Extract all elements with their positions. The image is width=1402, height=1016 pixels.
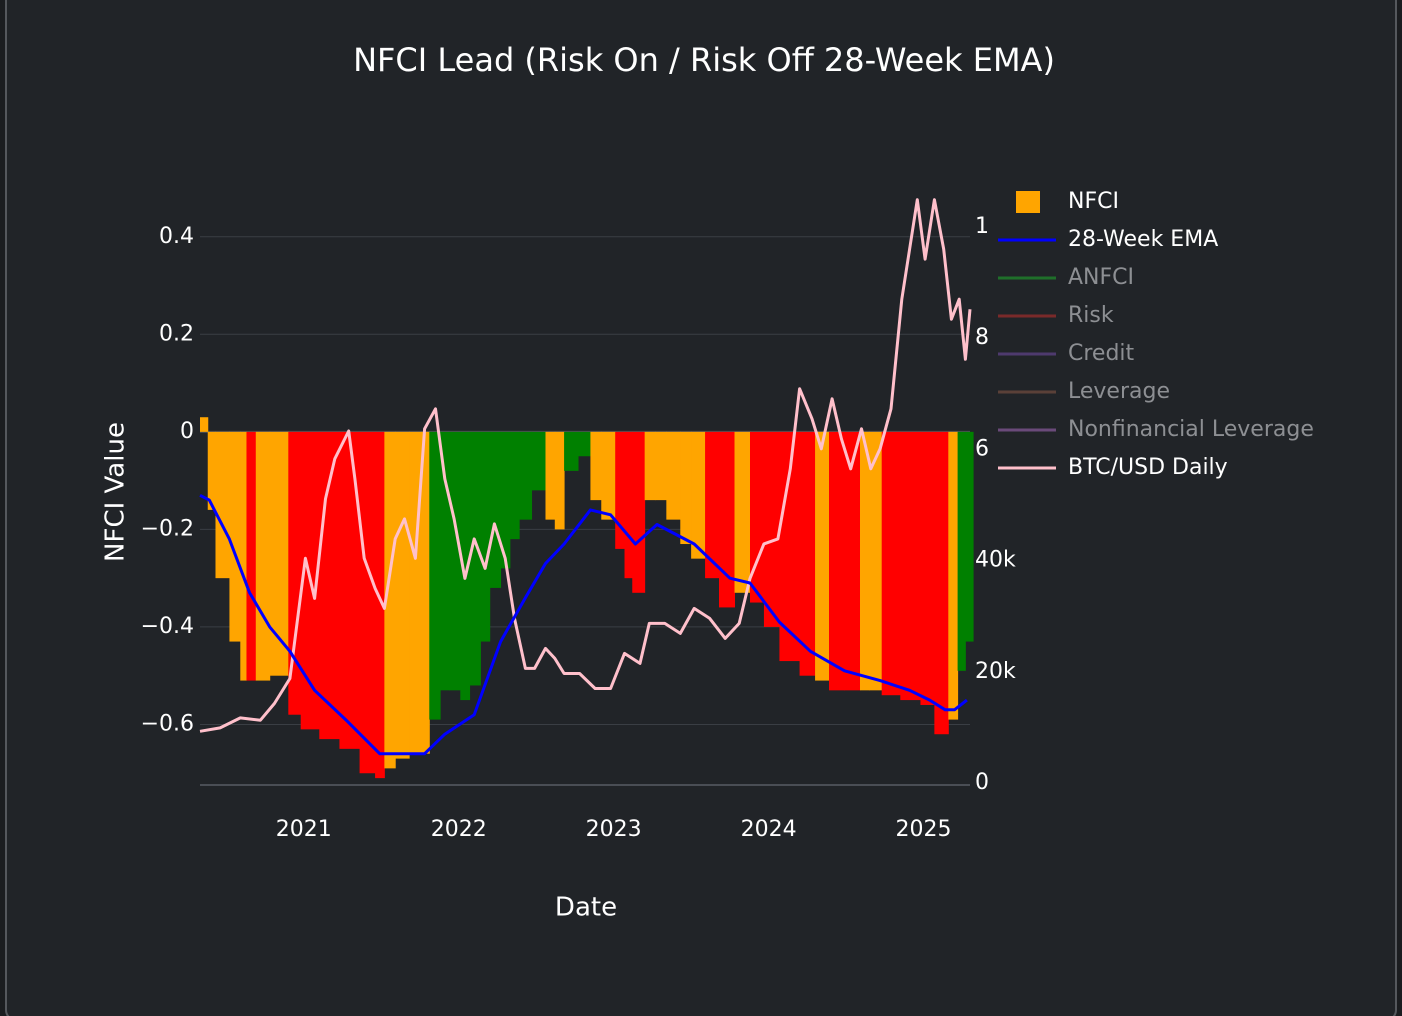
chart-title: NFCI Lead (Risk On / Risk Off 28-Week EM… [353, 41, 1055, 79]
bar [844, 431, 861, 691]
x-tick-label: 2024 [741, 817, 797, 842]
x-tick-label: 2022 [431, 817, 487, 842]
bar [421, 431, 430, 754]
bar [666, 431, 681, 520]
bar [480, 431, 491, 642]
bar [881, 431, 901, 696]
legend-label[interactable]: BTC/USD Daily [1068, 455, 1228, 480]
bar [965, 431, 974, 642]
bar [624, 431, 633, 579]
bar [750, 431, 765, 603]
y2-tick-label: 20k [975, 659, 1016, 684]
y-tick-label: 0.2 [159, 321, 194, 346]
bar [440, 431, 450, 691]
plot-area [199, 198, 974, 786]
y2-tick-label: 1 [975, 214, 989, 239]
legend-swatch [1016, 191, 1040, 213]
bar [288, 431, 302, 715]
legend-label[interactable]: NFCI [1068, 189, 1119, 214]
legend-label[interactable]: ANFCI [1068, 265, 1134, 290]
bar [519, 431, 533, 520]
line [199, 198, 972, 733]
legend-label[interactable]: Risk [1068, 303, 1114, 328]
x-tick-label: 2023 [586, 817, 642, 842]
bar [384, 431, 396, 769]
line [199, 493, 968, 756]
bar [815, 431, 830, 681]
y-tick-label: 0 [180, 419, 194, 444]
bar [240, 431, 247, 681]
bar [246, 431, 257, 681]
bar [429, 431, 441, 720]
y-axis-title: NFCI Value [101, 422, 131, 562]
bar [460, 431, 471, 701]
bar [734, 431, 751, 593]
bar [545, 431, 556, 520]
bar [269, 431, 289, 676]
bar [934, 431, 949, 735]
bar [957, 431, 966, 671]
bar [469, 431, 481, 686]
bar [705, 431, 720, 579]
bar [215, 431, 230, 579]
bar [601, 431, 616, 520]
legend-label[interactable]: Credit [1068, 341, 1135, 366]
legend-label[interactable]: Leverage [1068, 379, 1170, 404]
y2-tick-label: 6 [975, 436, 989, 461]
bar [829, 431, 846, 691]
bar [900, 431, 921, 701]
bar [860, 431, 870, 691]
bar [509, 431, 520, 540]
bar [655, 431, 667, 501]
bar [489, 431, 502, 588]
bar [869, 431, 883, 691]
x-tick-label: 2021 [276, 817, 332, 842]
bar [255, 431, 271, 681]
x-axis-title: Date [555, 893, 617, 923]
bar [200, 417, 209, 432]
bar [779, 431, 801, 662]
bar [920, 431, 935, 705]
y2-tick-label: 0 [975, 770, 989, 795]
bar [680, 431, 692, 545]
bar [359, 431, 376, 774]
bar [948, 431, 959, 720]
y-tick-label: 0.4 [159, 224, 194, 249]
bar [375, 431, 385, 779]
y-tick-label: −0.4 [141, 614, 194, 639]
bar [229, 431, 241, 642]
y-tick-label: −0.6 [141, 711, 194, 736]
bar [207, 431, 216, 510]
y2-tick-label: 40k [975, 548, 1016, 573]
legend-label[interactable]: Nonfinancial Leverage [1068, 417, 1314, 442]
y2-tick-label: 8 [975, 325, 989, 350]
bar [578, 431, 591, 457]
bar [719, 431, 736, 608]
bar [554, 431, 565, 530]
bar [531, 431, 546, 491]
x-tick-label: 2025 [896, 817, 952, 842]
y-tick-label: −0.2 [141, 516, 194, 541]
bar [500, 431, 511, 569]
bar [590, 431, 602, 501]
bar [632, 431, 646, 593]
bar [339, 431, 361, 749]
bar [395, 431, 410, 759]
bar [564, 431, 579, 471]
bar [449, 431, 461, 691]
legend-label[interactable]: 28-Week EMA [1068, 227, 1218, 252]
bar [763, 431, 780, 627]
bar [691, 431, 706, 559]
bar [799, 431, 816, 676]
bar [644, 431, 656, 501]
bar [615, 431, 626, 549]
